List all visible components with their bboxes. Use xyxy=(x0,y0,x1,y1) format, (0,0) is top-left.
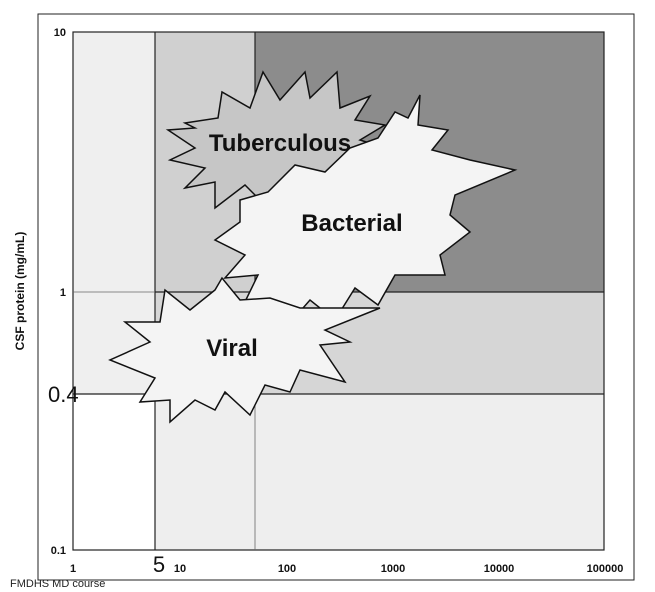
x-tick-label: 100 xyxy=(278,563,296,575)
footer-credit: FMDHS MD course xyxy=(10,578,106,590)
thin-guides xyxy=(73,291,256,550)
y-tick-label: 1 xyxy=(60,287,66,299)
y-marker-label: 0.4 xyxy=(48,382,79,407)
x-tick-label: 10000 xyxy=(484,563,515,575)
y-tick-label: 0.1 xyxy=(51,545,66,557)
x-tick-label: 10 xyxy=(174,563,186,575)
x-tick-label: 100000 xyxy=(587,563,624,575)
bacterial-burst xyxy=(213,94,518,334)
viral-burst xyxy=(108,276,381,424)
x-tick-label: 1000 xyxy=(381,563,405,575)
region-white-bottom-left xyxy=(73,394,155,550)
y-tick-label: 10 xyxy=(54,27,66,39)
region-lightest-bottom xyxy=(155,394,604,550)
zone-label-tuberculous: Tuberculous xyxy=(209,130,351,157)
y-axis-label: CSF protein (mg/mL) xyxy=(13,232,27,351)
x-marker-label: 5 xyxy=(153,552,165,577)
zone-label-bacterial: Bacterial xyxy=(301,210,402,237)
region-lightest-left xyxy=(73,32,155,394)
zone-label-viral: Viral xyxy=(206,335,258,362)
x-tick-label: 1 xyxy=(70,563,76,575)
